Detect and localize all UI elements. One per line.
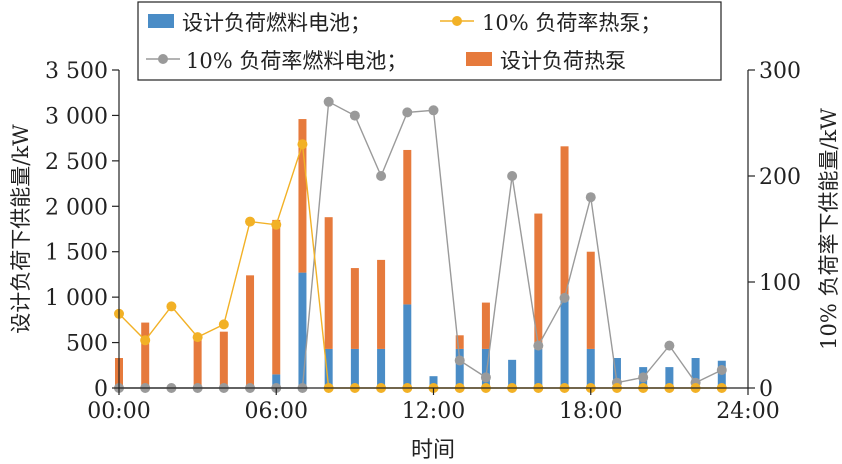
legend: 设计负荷燃料电池； 10% 负荷率热泵； 10% 负荷率燃料电池； 设计负荷热泵 <box>137 1 722 81</box>
x-tick-label: 24:00 <box>716 399 779 424</box>
bar-fuel-cell-design <box>612 358 621 388</box>
line-heat-pump-10pct <box>118 143 722 389</box>
point-fuel-cell-10pct <box>323 96 334 107</box>
right-tick-label: 0 <box>759 377 773 402</box>
x-axis-ticks: 00:00 06:00 12:00 18:00 24:00 <box>87 388 780 424</box>
point-fuel-cell-10pct <box>480 372 491 383</box>
bar-heat-pump-design <box>377 259 386 349</box>
bar-fuel-cell-design <box>665 367 674 388</box>
point-heat-pump-10pct <box>166 301 177 312</box>
bar-fuel-cell-design <box>481 348 490 388</box>
right-axis-label: 10% 负荷率下供能量/kW <box>817 108 841 350</box>
bar-fuel-cell-design <box>534 348 543 388</box>
legend-marker-fuel-cell-10pct <box>158 54 168 64</box>
x-tick-label: 18:00 <box>559 399 622 424</box>
line-fuel-cell-10pct <box>119 100 723 389</box>
plot-area <box>114 96 727 393</box>
legend-marker-heat-pump-10pct <box>452 16 462 26</box>
point-fuel-cell-10pct <box>533 340 544 351</box>
left-tick-label: 1 000 <box>45 286 108 311</box>
point-heat-pump-10pct <box>245 216 256 227</box>
point-fuel-cell-10pct <box>349 110 360 121</box>
bar-fuel-cell-design <box>429 376 438 388</box>
point-heat-pump-10pct <box>140 335 151 346</box>
right-tick-label: 200 <box>759 165 801 190</box>
legend-box <box>137 1 722 81</box>
bar-heat-pump-design <box>350 268 359 349</box>
bar-heat-pump-design <box>141 322 150 388</box>
left-axis-label: 设计负荷下供能量/kW <box>9 124 33 334</box>
bar-heat-pump-design <box>534 213 543 349</box>
bar-heat-pump-design <box>481 302 490 349</box>
legend-label-heat-pump-10pct: 10% 负荷率热泵； <box>482 11 661 35</box>
legend-swatch-heat-pump-design <box>466 52 492 66</box>
point-fuel-cell-10pct <box>402 107 413 118</box>
bar-heat-pump-design <box>455 335 464 349</box>
left-tick-label: 3 000 <box>45 104 108 129</box>
bar-heat-pump-design <box>560 146 569 299</box>
x-tick-label: 06:00 <box>245 399 308 424</box>
right-tick-label: 300 <box>759 59 801 84</box>
bar-fuel-cell-design <box>403 304 412 388</box>
bar-heat-pump-design <box>246 275 255 388</box>
left-tick-label: 0 <box>94 377 108 402</box>
bar-fuel-cell-design <box>586 348 595 388</box>
left-tick-label: 2 000 <box>45 195 108 220</box>
point-fuel-cell-10pct <box>585 192 596 203</box>
point-heat-pump-10pct <box>297 139 308 150</box>
bar-fuel-cell-design <box>455 348 464 388</box>
bar-heat-pump-design <box>219 331 228 388</box>
x-axis-label: 时间 <box>411 438 455 463</box>
bar-heat-pump-design <box>272 219 281 375</box>
legend-label-fuel-cell-10pct: 10% 负荷率燃料电池； <box>186 49 407 73</box>
left-axis-ticks: 0 500 1 000 1 500 2 000 2 500 3 000 3 500 <box>45 59 119 402</box>
x-tick-label: 12:00 <box>402 399 465 424</box>
bar-heat-pump-design <box>298 119 307 273</box>
point-fuel-cell-10pct <box>559 292 570 303</box>
legend-swatch-fuel-cell-design <box>148 14 174 28</box>
point-fuel-cell-10pct <box>376 171 387 181</box>
bar-heat-pump-design <box>586 251 595 349</box>
bar-heat-pump-design <box>193 339 202 388</box>
left-tick-label: 1 500 <box>45 241 108 266</box>
point-heat-pump-10pct <box>271 219 282 230</box>
legend-label-heat-pump-design: 设计负荷热泵 <box>500 49 626 73</box>
x-tick-label: 00:00 <box>87 399 150 424</box>
left-tick-label: 3 500 <box>45 59 108 84</box>
left-tick-label: 500 <box>66 332 108 357</box>
bar-fuel-cell-design <box>298 272 307 388</box>
bar-heat-pump-design <box>403 149 412 305</box>
bar-fuel-cell-design <box>350 348 359 388</box>
bar-fuel-cell-design <box>324 348 333 388</box>
point-fuel-cell-10pct <box>454 355 465 366</box>
point-fuel-cell-10pct <box>638 372 649 383</box>
point-heat-pump-10pct <box>192 332 203 343</box>
point-fuel-cell-10pct <box>428 105 439 116</box>
bar-fuel-cell-design <box>560 298 569 388</box>
legend-label-fuel-cell-design: 设计负荷燃料电池； <box>182 11 371 35</box>
point-fuel-cell-10pct <box>716 364 727 375</box>
point-fuel-cell-10pct <box>664 340 675 351</box>
point-heat-pump-10pct <box>218 319 229 330</box>
right-tick-label: 100 <box>759 271 801 296</box>
right-axis-ticks: 0 100 200 300 <box>748 59 801 402</box>
point-fuel-cell-10pct <box>507 171 518 181</box>
bar-heat-pump-design <box>324 217 333 349</box>
left-tick-label: 2 500 <box>45 150 108 175</box>
bar-fuel-cell-design <box>691 358 700 388</box>
bar-fuel-cell-design <box>508 359 517 388</box>
bar-fuel-cell-design <box>272 374 281 388</box>
bar-fuel-cell-design <box>377 348 386 388</box>
